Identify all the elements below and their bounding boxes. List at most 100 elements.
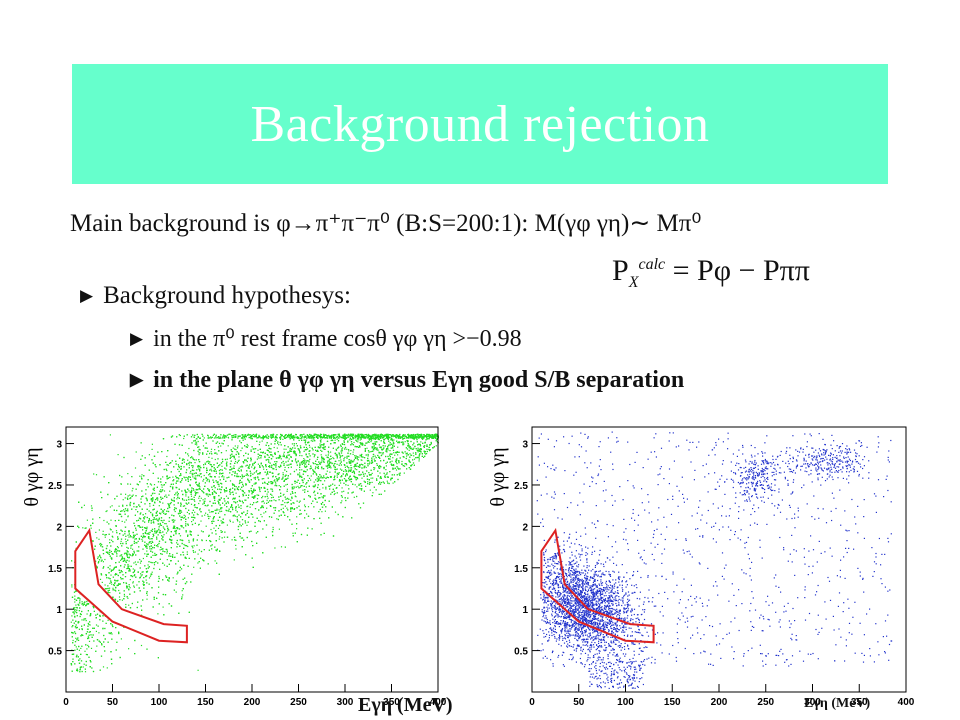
scatter-point [193, 469, 195, 472]
scatter-point [263, 486, 265, 488]
scatter-point [193, 545, 195, 547]
scatter-point [391, 460, 393, 462]
scatter-point [197, 485, 199, 487]
scatter-point [255, 482, 257, 484]
scatter-point [141, 540, 143, 542]
scatter-point [229, 520, 231, 523]
scatter-point [145, 493, 147, 495]
scatter-point [308, 444, 310, 446]
scatter-point [105, 510, 107, 513]
scatter-point [259, 441, 261, 443]
scatter-point [375, 448, 377, 450]
scatter-point [75, 604, 77, 606]
scatter-point [240, 469, 242, 471]
scatter-point [193, 566, 195, 568]
scatter-point [233, 434, 235, 436]
scatter-point [160, 489, 162, 491]
scatter-point [208, 490, 210, 492]
scatter-point [275, 483, 277, 485]
scatter-point [96, 537, 98, 539]
scatter-point [234, 445, 236, 447]
scatter-point [197, 562, 199, 564]
scatter-point [269, 436, 271, 438]
scatter-point [321, 511, 323, 513]
scatter-point [172, 527, 175, 529]
scatter-point [385, 469, 387, 471]
scatter-point [85, 620, 87, 622]
scatter-point [257, 456, 259, 458]
scatter-point [127, 565, 129, 567]
scatter-point [371, 472, 373, 474]
scatter-point [313, 456, 315, 458]
scatter-point [88, 640, 91, 642]
scatter-point [420, 441, 422, 443]
scatter-point [114, 581, 116, 583]
scatter-point [187, 459, 189, 461]
scatter-point [263, 512, 265, 514]
scatter-point [219, 436, 221, 438]
scatter-point [205, 525, 207, 527]
scatter-point [217, 512, 220, 514]
scatter-point [295, 469, 298, 471]
scatter-point [134, 538, 136, 540]
scatter-point [158, 505, 160, 507]
scatter-point [305, 446, 308, 449]
scatter-point [392, 468, 394, 470]
scatter-point [246, 473, 248, 475]
scatter-point [307, 456, 309, 458]
scatter-point [188, 447, 190, 450]
scatter-point [256, 494, 258, 496]
scatter-point [353, 441, 355, 444]
scatter-point [128, 585, 130, 588]
scatter-point [334, 511, 337, 513]
scatter-point [139, 475, 141, 477]
scatter-point [369, 439, 371, 441]
scatter-point [211, 466, 213, 468]
scatter-point [127, 473, 129, 475]
scatter-point [109, 434, 111, 436]
scatter-point [166, 559, 168, 561]
scatter-point [86, 603, 88, 605]
scatter-point [106, 667, 108, 669]
scatter-point [182, 594, 184, 596]
scatter-point [76, 638, 78, 640]
scatter-point [354, 435, 356, 438]
scatter-point [364, 473, 366, 475]
scatter-point [389, 450, 391, 452]
scatter-point [263, 468, 265, 470]
bullet-3: ▶ in the plane θ γφ γη versus Eγη good S/… [130, 367, 684, 394]
scatter-point [84, 527, 86, 529]
scatter-point [232, 483, 234, 485]
scatter-point [118, 589, 120, 592]
scatter-point [357, 446, 360, 448]
scatter-point [233, 465, 235, 467]
scatter-point [256, 470, 258, 472]
scatter-point [303, 458, 305, 460]
scatter-point [393, 439, 395, 441]
scatter-point [372, 492, 374, 494]
scatter-point [257, 449, 259, 451]
scatter-point [161, 511, 163, 513]
scatter-point [141, 496, 143, 498]
scatter-point [187, 455, 190, 457]
scatter-point [369, 489, 371, 491]
scatter-point [339, 468, 342, 470]
scatter-point [85, 653, 87, 656]
scatter-point [192, 516, 194, 518]
scatter-point [75, 646, 77, 648]
scatter-point [132, 494, 134, 496]
scatter-point [417, 447, 419, 449]
scatter-point [295, 461, 297, 463]
scatter-point [252, 491, 254, 493]
scatter-point [157, 613, 159, 615]
scatter-point [288, 434, 290, 436]
scatter-point [235, 548, 237, 550]
scatter-point [223, 476, 225, 478]
scatter-point [346, 470, 348, 472]
scatter-point [217, 481, 219, 483]
scatter-point [405, 463, 407, 465]
scatter-point [319, 488, 321, 491]
scatter-point [176, 454, 179, 456]
scatter-point [277, 442, 279, 444]
scatter-point [398, 441, 400, 443]
